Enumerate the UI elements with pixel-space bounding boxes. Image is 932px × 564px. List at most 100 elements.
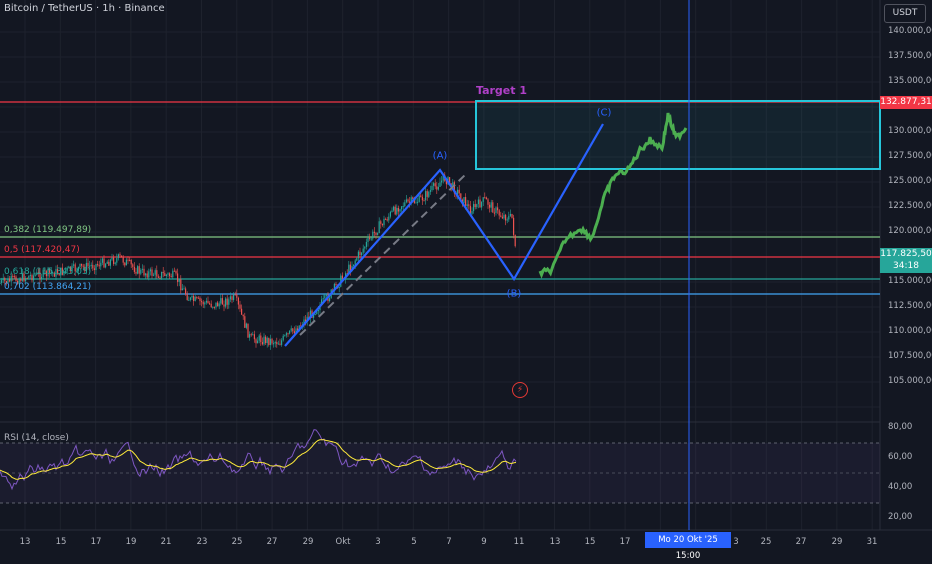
- candle-body: [361, 252, 363, 256]
- candle-body: [23, 273, 25, 282]
- wave-c-label: (C): [596, 107, 612, 119]
- candle-body: [209, 303, 211, 305]
- candle-body: [17, 280, 19, 284]
- candle-body: [265, 336, 267, 344]
- candle-body: [79, 263, 81, 267]
- candle-body: [295, 328, 297, 334]
- candle-body: [13, 276, 15, 278]
- candle-body: [244, 316, 246, 328]
- candle-body: [297, 328, 299, 332]
- candle-body: [290, 328, 292, 331]
- time-label: 3: [375, 537, 381, 547]
- candle-body: [285, 333, 287, 336]
- price-chart[interactable]: [0, 0, 932, 550]
- candle-body: [409, 201, 411, 203]
- candle-body: [373, 231, 375, 233]
- price-label: 127.500,00: [888, 151, 932, 161]
- candle-body: [212, 306, 214, 308]
- symbol-title[interactable]: Bitcoin / TetherUS · 1h · Binance: [4, 3, 165, 14]
- candle-body: [263, 336, 265, 345]
- candle-body: [20, 278, 22, 281]
- candle-body: [511, 213, 513, 218]
- candle-body: [514, 234, 516, 247]
- candle-body: [324, 295, 326, 299]
- candle-body: [372, 231, 374, 239]
- candle-body: [129, 259, 131, 261]
- candle-body: [412, 197, 414, 200]
- wave-lines: [284, 123, 604, 347]
- candle-body: [61, 267, 63, 275]
- rsi-label[interactable]: RSI (14, close): [4, 433, 69, 443]
- candle-body: [226, 298, 228, 305]
- last-price-tag: 117.825,50: [880, 248, 932, 261]
- candle-body: [370, 238, 372, 240]
- time-label: 25: [231, 537, 243, 547]
- candle-body: [434, 183, 436, 187]
- candle-body: [205, 300, 207, 303]
- candle-body: [332, 289, 334, 291]
- candle-body: [375, 232, 377, 235]
- candle-body: [57, 269, 59, 274]
- candle-body: [197, 297, 199, 299]
- candle-body: [260, 335, 262, 343]
- cursor-date-label: Mo 20 Okt '25 15:00: [645, 532, 731, 561]
- candle-body: [357, 251, 359, 259]
- candle-body: [119, 254, 121, 256]
- candle-body: [381, 223, 383, 226]
- candle-body: [217, 302, 219, 307]
- rsi-axis-label: 80,00: [888, 422, 913, 432]
- candle-body: [433, 183, 435, 186]
- fib-label-0382: 0,382 (119.497,89): [4, 225, 92, 235]
- candle-body: [154, 270, 156, 275]
- candle-body: [287, 333, 289, 335]
- bolt-icon[interactable]: ⚡: [512, 382, 528, 398]
- candle-body: [215, 302, 217, 308]
- candle-body: [5, 280, 7, 284]
- candle-body: [369, 237, 371, 239]
- candle-body: [10, 275, 12, 282]
- candle-body: [141, 268, 143, 270]
- candle-body: [213, 306, 215, 308]
- rsi-axis-label: 20,00: [888, 512, 913, 522]
- candle-body: [60, 267, 62, 276]
- candle-body: [439, 182, 441, 187]
- candle-body: [7, 278, 9, 284]
- candle-body: [172, 270, 174, 278]
- candle-body: [239, 304, 241, 309]
- candle-body: [2, 278, 4, 281]
- candle-body: [193, 295, 195, 302]
- candle-body: [397, 207, 399, 212]
- candle-body: [21, 273, 23, 281]
- candle-body: [338, 286, 340, 289]
- candle-body: [490, 202, 492, 208]
- candle-body: [325, 294, 327, 296]
- price-label: 105.000,00: [888, 376, 932, 386]
- candle-body: [234, 294, 236, 296]
- time-label: 27: [266, 537, 278, 547]
- candle-body: [127, 259, 129, 261]
- fib-label-0618: 0,618 (115.343,05): [4, 267, 92, 277]
- candle-body: [457, 189, 459, 195]
- candle-body: [151, 269, 153, 276]
- candle-body: [124, 262, 126, 266]
- candle-body: [98, 264, 100, 267]
- rsi-axis-label: 60,00: [888, 452, 913, 462]
- currency-button[interactable]: USDT: [884, 4, 926, 23]
- candle-body: [349, 264, 351, 271]
- candle-body: [157, 276, 159, 278]
- candle-body: [437, 186, 439, 190]
- candle-body: [39, 272, 41, 280]
- candle-body: [76, 270, 78, 272]
- candle-body: [282, 335, 284, 341]
- candle-body: [463, 197, 465, 203]
- time-label: 13: [19, 537, 31, 547]
- candle-body: [153, 274, 155, 276]
- candle-body: [333, 283, 335, 291]
- candle-body: [170, 276, 172, 278]
- candle-body: [509, 213, 511, 216]
- candle-body: [489, 204, 491, 208]
- price-label: 120.000,00: [888, 226, 932, 236]
- candle-body: [140, 269, 142, 274]
- candle-body: [418, 195, 420, 202]
